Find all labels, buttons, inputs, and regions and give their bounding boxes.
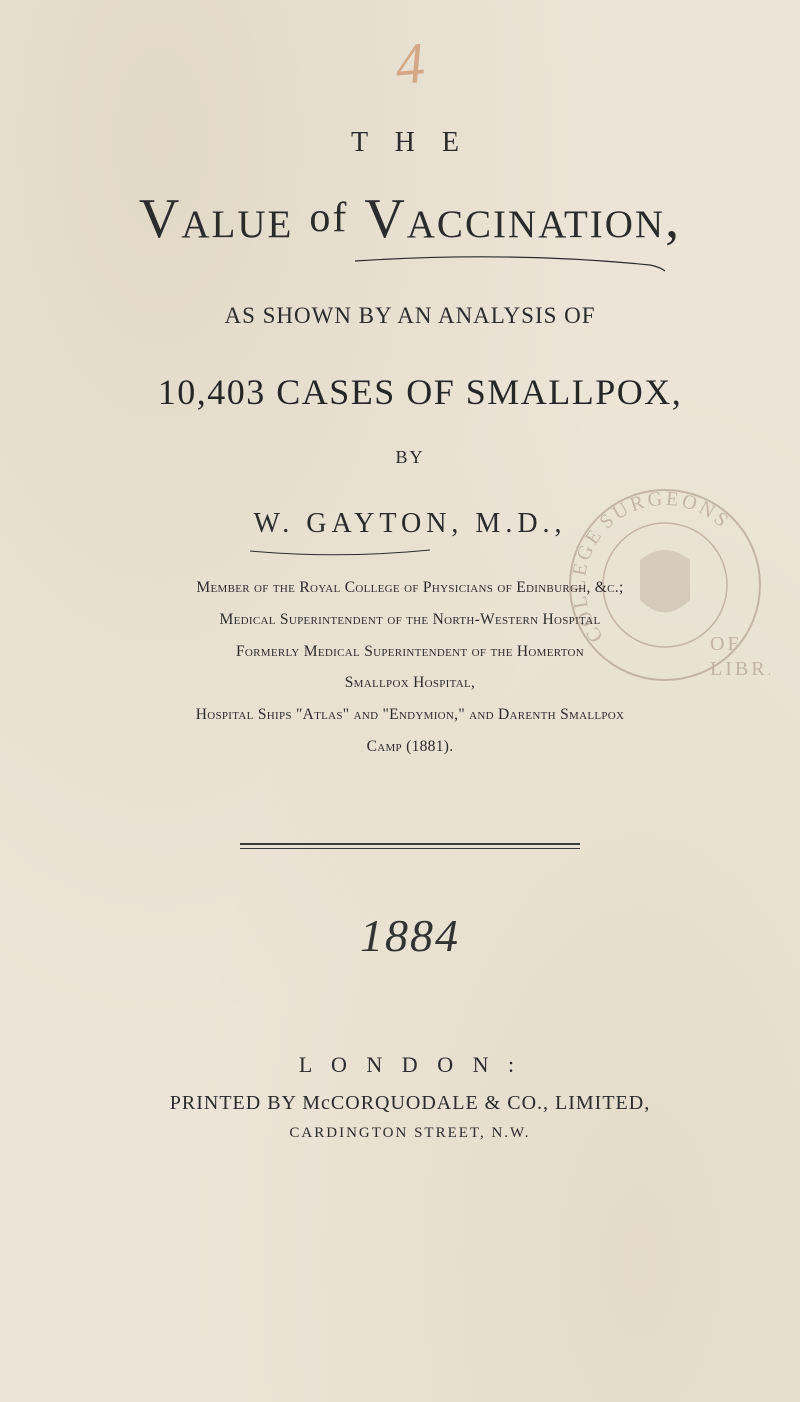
title-word-value: Value (139, 188, 293, 250)
credit-line-3: Formerly Medical Superintendent of the H… (90, 636, 730, 668)
credit-line-4: Smallpox Hospital, (90, 667, 730, 699)
credit-line-2: Medical Superintendent of the North-West… (90, 604, 730, 636)
author-underline (245, 546, 435, 558)
subtitle: AS SHOWN BY AN ANALYSIS OF (90, 303, 730, 329)
by-label: BY (90, 447, 730, 468)
header-the: T H E (90, 127, 730, 159)
title-word-of: of (309, 195, 348, 241)
imprint-street: CARDINGTON STREET, N.W. (90, 1125, 730, 1142)
main-title: Value of Vaccination, (90, 187, 730, 251)
imprint-city: L O N D O N : (90, 1052, 730, 1078)
year-handwritten: 1884 (90, 909, 730, 962)
credit-line-1: Member of the Royal College of Physician… (90, 572, 730, 604)
title-word-vaccination: Vaccination, (364, 188, 681, 250)
rule-thick (240, 843, 580, 845)
author-name: W. GAYTON, M.D., (90, 508, 730, 540)
divider-rules (240, 843, 580, 849)
cases-line: 10,403 CASES OF SMALLPOX, (90, 371, 730, 413)
credit-line-5: Hospital Ships "Atlas" and "Endymion," a… (90, 699, 730, 731)
title-page: 4 T H E Value of Vaccination, AS SHOWN B… (0, 0, 800, 1402)
title-underline-swoosh (350, 255, 670, 273)
imprint-printer: PRINTED BY McCORQUODALE & CO., LIMITED, (90, 1092, 730, 1115)
credit-line-6: Camp (1881). (90, 731, 730, 763)
handwritten-page-number: 4 (88, 2, 731, 125)
rule-thin (240, 848, 580, 849)
author-credits: Member of the Royal College of Physician… (90, 572, 730, 763)
